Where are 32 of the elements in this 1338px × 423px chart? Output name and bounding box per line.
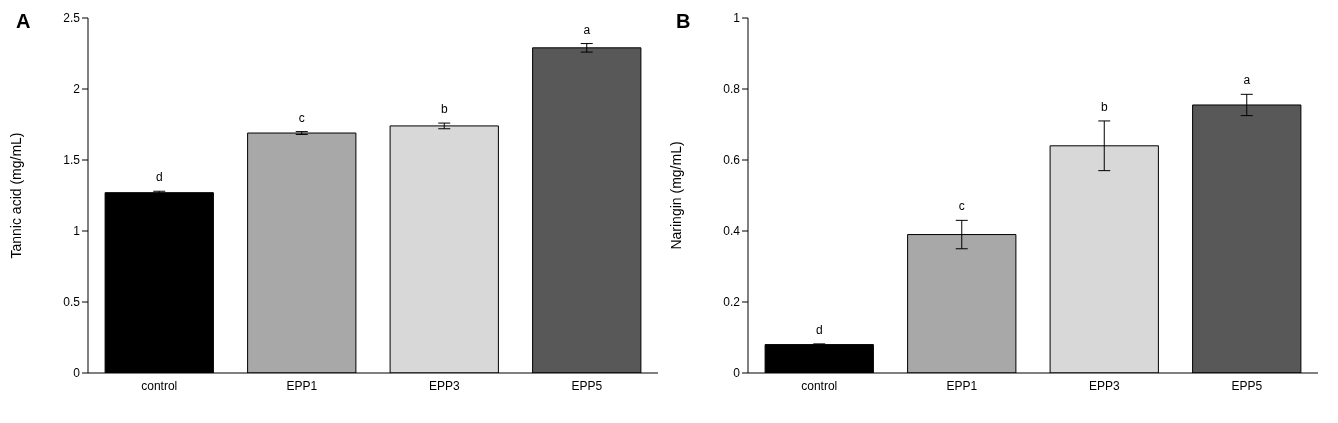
x-tick-label: EPP3 [1088,378,1120,393]
y-tick-label: 0.4 [723,224,741,239]
y-tick-label: 0 [733,366,741,381]
y-tick-label: 0.2 [723,295,741,310]
x-tick-label: EPP5 [571,378,603,393]
y-tick-label: 1 [733,11,741,26]
y-tick-label: 0.6 [723,153,741,168]
y-tick-label: 0.8 [723,82,741,97]
chart-title: A [16,10,31,33]
annotation: d [155,170,163,185]
chart-title: B [676,10,691,33]
annotation: c [958,199,965,214]
annotation: a [583,22,591,37]
y-tick-label: 0.5 [63,295,81,310]
x-tick-label: EPP3 [428,378,460,393]
annotation: a [1243,73,1251,88]
y-axis-title: Naringin (mg/mL) [667,141,684,250]
annotation: b [440,102,448,117]
y-tick-label: 2.5 [63,11,81,26]
x-tick-label: EPP1 [946,378,978,393]
annotation: b [1100,99,1108,114]
x-tick-label: control [801,378,838,393]
x-tick-label: EPP5 [1231,378,1263,393]
x-tick-label: control [141,378,178,393]
annotation: c [298,110,305,125]
y-axis-title: Tannic acid (mg/mL) [7,132,24,259]
x-tick-label: EPP1 [286,378,318,393]
y-tick-label: 1 [73,224,81,239]
y-tick-label: 0 [73,366,81,381]
y-tick-label: 1.5 [63,153,81,168]
y-tick-label: 2 [73,82,81,97]
annotation: d [815,322,823,337]
